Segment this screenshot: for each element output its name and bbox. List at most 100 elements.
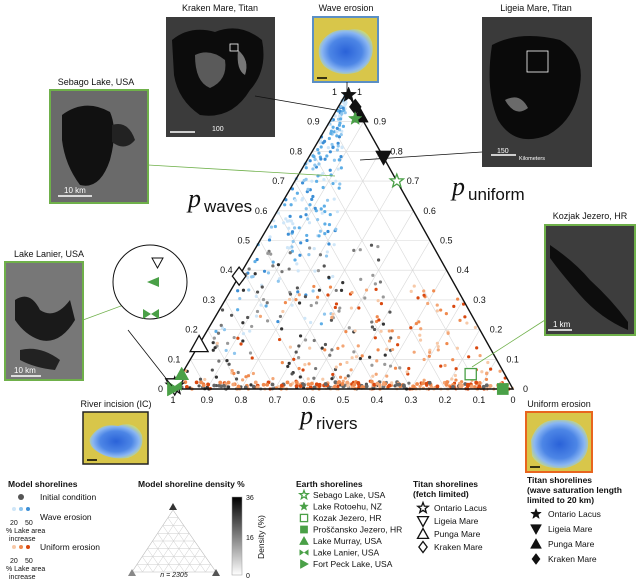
model-point [327,222,332,227]
model-point [250,324,254,329]
ligeia-caption: Ligeia Mare, Titan [500,3,572,13]
model-point [278,314,283,319]
model-point [205,385,209,389]
tick-label-waves: 0.1 [168,354,181,364]
model-point [300,198,304,202]
model-point [317,288,322,292]
model-point [212,383,217,388]
model-point [334,227,338,231]
model-point [374,372,378,376]
model-point [379,329,383,333]
legend-fetch-marker-ontario-lacus [416,500,430,514]
model-point [364,384,369,389]
earth-marker-fort-peck-lake-usa [167,381,181,397]
model-point [333,380,338,385]
legend-titan-wave: Titan shorelines (wave saturation length… [527,475,622,565]
model-point [332,197,336,201]
model-point [276,211,281,215]
model-point [427,380,432,385]
zoom-inset [112,244,188,320]
model-point [352,350,356,354]
model-point [450,377,454,381]
model-point [290,230,295,234]
svg-text:increase: increase [9,574,36,581]
model-point [310,179,314,183]
model-point [416,296,420,300]
legend-label-lake-murray-usa: Lake Murray, USA [313,536,382,546]
model-point [225,359,229,363]
model-point [296,355,301,360]
legend-label-lake-rotoehu-nz: Lake Rotoehu, NZ [313,502,382,512]
density-triangle [131,509,217,573]
model-point [339,133,343,137]
kraken-scale-text: 100 [212,126,224,133]
model-point [249,383,253,387]
model-point [388,364,393,368]
model-point [335,130,339,134]
model-point [309,320,313,325]
model-point [322,264,326,268]
model-point [248,351,253,355]
model-point [331,181,335,186]
model-point [314,301,319,305]
model-point [291,239,295,244]
model-point [211,348,215,352]
svg-text:p: p [450,172,465,201]
model-point [313,157,317,162]
tick-label-rivers: 0.6 [303,395,316,405]
model-point [412,284,416,288]
model-point [323,342,328,347]
tick-label-waves: 0.6 [255,206,268,216]
model-point [304,207,308,211]
model-point [227,362,231,366]
model-point [378,280,383,284]
model-point [335,210,340,214]
model-point [307,221,312,225]
svg-text:(wave saturation length: (wave saturation length [527,485,622,495]
model-point [327,136,331,141]
model-point [338,117,343,121]
model-point [319,207,323,211]
model-point [210,368,214,372]
model-point [328,353,332,357]
model-point [314,209,318,213]
model-point [269,252,273,256]
legend-titan-fetch: Titan shorelines (fetch limited) Ontario… [413,479,487,554]
model-point [312,338,316,343]
lanier-caption: Lake Lanier, USA [14,249,84,259]
model-point [333,305,337,310]
legend-marker-pro-ansko-jezero-hr [300,525,308,534]
legend-fetch-marker-punga-mare [416,527,430,540]
model-point [308,159,312,163]
model-point [325,250,329,254]
model-point [279,383,284,388]
model-point [258,314,263,318]
model-point [298,384,303,389]
model-point [341,344,345,348]
model-point [435,341,439,345]
legend-label-pro-ansko-jezero-hr: Proščansko Jezero, HR [313,525,402,535]
svg-text:% Lake area: % Lake area [6,566,45,573]
model-point [370,320,374,324]
legend-model-shorelines: Model shorelines Initial condition 20 50… [6,479,100,581]
svg-text:Titan shorelines: Titan shorelines [527,475,592,485]
model-point [265,319,270,323]
model-point [407,366,411,371]
model-point [316,269,321,273]
tick-label-rivers: 0.7 [269,395,282,405]
model-point [332,243,336,247]
model-point [422,357,426,362]
model-point [377,318,381,322]
svg-text:50: 50 [25,558,33,565]
photo-sebago-lake: 10 km [49,89,149,204]
model-point [308,246,312,250]
model-point [330,315,334,320]
model-point [319,322,323,326]
model-point [253,259,257,264]
tick-label-rivers: 1 [170,395,175,405]
model-point [398,366,402,370]
model-point [281,309,285,314]
model-point [446,331,450,335]
model-point [329,129,334,133]
titan-wave-marker-ontario-lacus [340,86,357,103]
